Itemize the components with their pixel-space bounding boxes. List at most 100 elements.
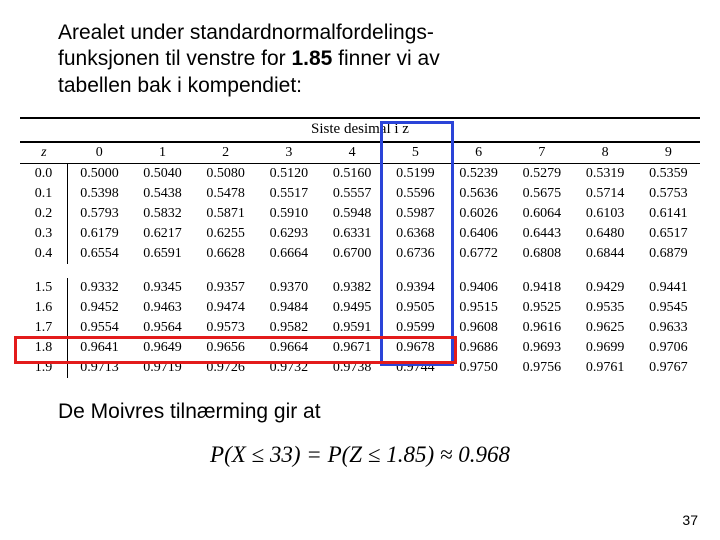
conclusion-text: De Moivres tilnærming gir at [50,400,670,424]
table-row: 0.40.65540.65910.66280.66640.67000.67360… [20,244,700,264]
cell: 0.5160 [321,163,384,184]
cell: 0.6517 [637,224,700,244]
cell: 0.6772 [447,244,510,264]
z-value: 0.1 [20,184,68,204]
cell: 0.9699 [573,338,636,358]
cell: 0.9394 [384,278,447,298]
cell: 0.9767 [637,358,700,378]
table-title: Siste desimal i z [20,121,700,143]
cell: 0.9515 [447,298,510,318]
intro-line2a: funksjonen til venstre for [58,47,291,70]
cell: 0.9484 [257,298,320,318]
cell: 0.6480 [573,224,636,244]
cell: 0.9357 [194,278,257,298]
cell: 0.6443 [510,224,573,244]
col-header: 8 [573,143,636,164]
col-header: 4 [321,143,384,164]
cell: 0.5478 [194,184,257,204]
table-row: 1.90.97130.97190.97260.97320.97380.97440… [20,358,700,378]
col-header: 2 [194,143,257,164]
cell: 0.5557 [321,184,384,204]
cell: 0.6026 [447,204,510,224]
cell: 0.9505 [384,298,447,318]
cell: 0.5987 [384,204,447,224]
table-row: 0.10.53980.54380.54780.55170.55570.55960… [20,184,700,204]
table-row: 0.30.61790.62170.62550.62930.63310.63680… [20,224,700,244]
cell: 0.9418 [510,278,573,298]
cell: 0.6368 [384,224,447,244]
col-header: 5 [384,143,447,164]
col-header: 3 [257,143,320,164]
cell: 0.6664 [257,244,320,264]
cell: 0.5000 [68,163,131,184]
z-table-wrap: Siste desimal i z z 0123456789 0.00.5000… [20,117,700,378]
cell: 0.6255 [194,224,257,244]
z-value: 0.3 [20,224,68,244]
col-header: 9 [637,143,700,164]
cell: 0.9678 [384,338,447,358]
cell: 0.9573 [194,318,257,338]
cell: 0.6141 [637,204,700,224]
cell: 0.6628 [194,244,257,264]
cell: 0.6808 [510,244,573,264]
cell: 0.6406 [447,224,510,244]
intro-bold-value: 1.85 [291,47,332,70]
cell: 0.9641 [68,338,131,358]
intro-text: Arealet under standardnormalfordelings- … [50,20,670,99]
cell: 0.9599 [384,318,447,338]
cell: 0.6179 [68,224,131,244]
cell: 0.6554 [68,244,131,264]
z-label: z [20,143,68,164]
cell: 0.6293 [257,224,320,244]
cell: 0.9495 [321,298,384,318]
cell: 0.6103 [573,204,636,224]
cell: 0.9452 [68,298,131,318]
cell: 0.9591 [321,318,384,338]
table-row: 1.60.94520.94630.94740.94840.94950.95050… [20,298,700,318]
cell: 0.5199 [384,163,447,184]
z-value: 1.5 [20,278,68,298]
intro-line1: Arealet under standardnormalfordelings- [58,21,434,44]
cell: 0.5948 [321,204,384,224]
col-header: 6 [447,143,510,164]
cell: 0.9474 [194,298,257,318]
cell: 0.9664 [257,338,320,358]
z-value: 1.9 [20,358,68,378]
cell: 0.9554 [68,318,131,338]
z-value: 0.2 [20,204,68,224]
z-value: 0.4 [20,244,68,264]
cell: 0.6217 [131,224,194,244]
cell: 0.9713 [68,358,131,378]
cell: 0.6736 [384,244,447,264]
table-row: 1.70.95540.95640.95730.95820.95910.9599 0… [20,318,700,338]
cell: 0.6879 [637,244,700,264]
cell: 0.9564 [131,318,194,338]
cell: 0.9616 [510,318,573,338]
cell: 0.5871 [194,204,257,224]
cell: 0.9582 [257,318,320,338]
cell: 0.6844 [573,244,636,264]
cell: 0.9535 [573,298,636,318]
cell: 0.5080 [194,163,257,184]
table-header-row: z 0123456789 [20,143,700,164]
cell: 0.5359 [637,163,700,184]
cell: 0.9633 [637,318,700,338]
cell: 0.6064 [510,204,573,224]
z-value: 1.7 [20,318,68,338]
cell: 0.5120 [257,163,320,184]
col-header: 7 [510,143,573,164]
cell: 0.9656 [194,338,257,358]
cell: 0.9732 [257,358,320,378]
cell: 0.9726 [194,358,257,378]
cell: 0.5793 [68,204,131,224]
cell: 0.5279 [510,163,573,184]
cell: 0.5832 [131,204,194,224]
table-row: 1.80.96410.96490.96560.96640.96710.96780… [20,338,700,358]
cell: 0.9750 [447,358,510,378]
cell: 0.9429 [573,278,636,298]
table-row: 0.00.50000.50400.50800.51200.51600.51990… [20,163,700,184]
cell: 0.6331 [321,224,384,244]
cell: 0.9332 [68,278,131,298]
cell: 0.9744 [384,358,447,378]
cell: 0.6591 [131,244,194,264]
